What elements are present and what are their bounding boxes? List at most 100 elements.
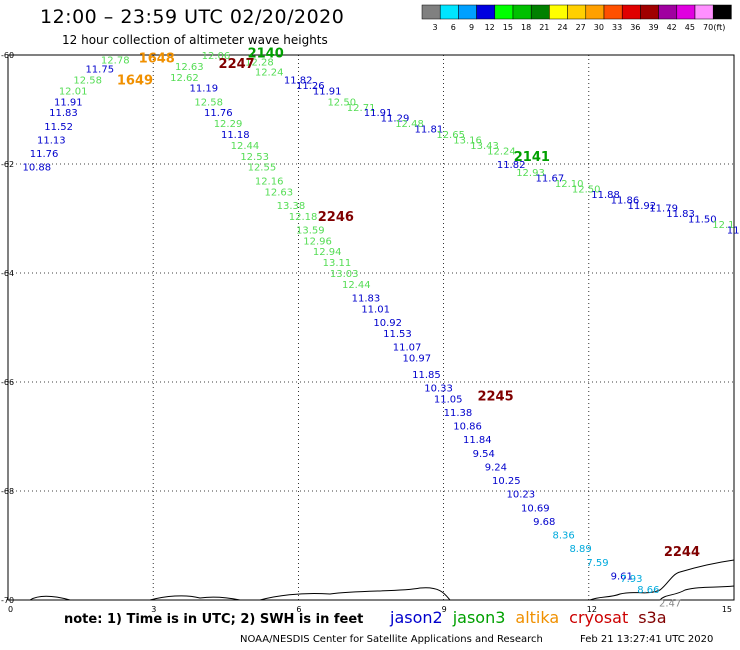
scale-label: 21: [539, 23, 549, 32]
scale-swatch: [512, 4, 532, 20]
swh-value: 12.29: [214, 119, 243, 130]
scale-swatch: [621, 4, 641, 20]
swh-value: 11.67: [536, 174, 565, 185]
swh-value: 10.33: [424, 383, 453, 394]
scale-swatch: [421, 4, 441, 20]
swh-value: 11.29: [381, 114, 410, 125]
swh-value: 12.53: [240, 152, 269, 163]
footer-credit: NOAA/NESDIS Center for Satellite Applica…: [240, 634, 543, 645]
pass-number-label: 2247: [219, 57, 255, 72]
scale-swatch: [640, 4, 659, 20]
swh-value: 12.10: [555, 179, 584, 190]
scale-swatch: [439, 4, 459, 20]
swh-value: 11.18: [221, 130, 250, 141]
swh-value: 12.58: [73, 76, 102, 87]
pass-number-label: 2140: [248, 46, 284, 61]
scale-swatch: [549, 4, 568, 20]
swh-value: 13.16: [453, 135, 482, 146]
legend-item-jason3: jason3: [452, 608, 506, 627]
scale-label: 36: [630, 23, 640, 32]
scale-label: 30: [594, 23, 604, 32]
scale-label: 24: [557, 23, 567, 32]
scale-label: 12: [485, 23, 495, 32]
scale-swatch: [530, 4, 550, 20]
swh-value: 12.28: [245, 58, 274, 69]
swh-value: 11.05: [434, 394, 463, 405]
swh-value: 12.48: [395, 119, 424, 130]
x-tick-label: 12: [587, 605, 597, 614]
axis-tick-labels: 0 3 6 9 12 15 -60 -62 -64 -66 -68 -70: [1, 51, 732, 614]
scale-swatch: [658, 4, 678, 20]
scale-unit: (ft): [713, 23, 725, 32]
swh-value: 10.69: [521, 503, 550, 514]
swh-value: 13.43: [470, 141, 499, 152]
scale-swatch: [603, 4, 623, 20]
scale-swatch: [712, 4, 732, 20]
pass-number-label: 1649: [117, 74, 153, 89]
scale-label: 27: [576, 23, 586, 32]
y-tick-label: -64: [1, 269, 14, 278]
swh-value: 8.66: [637, 585, 659, 596]
swh-value: 12.50: [327, 97, 356, 108]
scale-swatch: [458, 4, 477, 20]
swh-value: 12.06: [202, 51, 231, 62]
footer-note: note: 1) Time is in UTC; 2) SWH is in fe…: [64, 612, 364, 627]
swh-value: 11.19: [190, 84, 219, 95]
swh-value: 11.26: [296, 81, 325, 92]
swh-value: 7.93: [620, 574, 642, 585]
swh-value: 11.91: [54, 97, 83, 108]
x-tick-label: 3: [151, 605, 156, 614]
swh-value: 11.81: [415, 125, 444, 136]
scale-swatch: [494, 4, 514, 20]
swh-value: 12.78: [101, 55, 130, 66]
swh-value: 12.63: [175, 62, 204, 73]
swh-value: 9.54: [473, 449, 495, 460]
x-tick-label: 0: [8, 605, 13, 614]
swh-value: 9.24: [485, 462, 507, 473]
legend-item-jason2: jason2: [390, 608, 443, 627]
swh-value: 12.24: [487, 146, 516, 157]
scale-label: 3: [433, 23, 438, 32]
scale-label: 45: [685, 23, 695, 32]
swh-value: 12.62: [170, 73, 199, 84]
swh-value: 12.55: [248, 163, 277, 174]
swh-value: 10.92: [373, 318, 402, 329]
y-tick-label: -62: [1, 160, 14, 169]
legend-item-s3a: s3a: [638, 608, 667, 627]
swh-value: 12.1: [712, 220, 734, 231]
swh-value: 11.83: [352, 294, 381, 305]
scale-label: 6: [451, 23, 456, 32]
scale-label: 33: [612, 23, 622, 32]
x-tick-label: 9: [442, 605, 447, 614]
scale-label: 15: [503, 23, 513, 32]
scale-label: 18: [521, 23, 531, 32]
x-tick-label: 15: [722, 605, 732, 614]
swh-value: 13.38: [277, 201, 306, 212]
swh-value: 11.88: [591, 190, 620, 201]
scale-swatch: [676, 4, 696, 20]
gridlines: [8, 55, 734, 600]
swh-value: 12.58: [194, 97, 223, 108]
coastline: [29, 559, 735, 601]
swh-value: 11.86: [611, 195, 640, 206]
swh-value: 12.96: [303, 236, 332, 247]
page-subtitle: 12 hour collection of altimeter wave hei…: [62, 33, 328, 47]
swh-value: 13.11: [323, 258, 352, 269]
y-tick-label: -70: [1, 596, 14, 605]
legend-item-altika: altika: [515, 608, 560, 627]
swh-value: 8.36: [553, 531, 575, 542]
page-title: 12:00 – 23:59 UTC 02/20/2020: [40, 6, 345, 28]
swh-value: 10.97: [402, 353, 431, 364]
swh-value: 12.16: [255, 176, 284, 187]
swh-value: 12.18: [289, 212, 318, 223]
swh-value: 11.52: [44, 122, 73, 133]
scale-swatch: [585, 4, 605, 20]
swh-value: 11.83: [666, 209, 695, 220]
scale-label: 42: [667, 23, 677, 32]
scale-swatch: [476, 4, 496, 20]
swh-value: 10.88: [23, 163, 52, 174]
swh-value: 11.83: [49, 108, 78, 119]
swh-value: 12.50: [572, 185, 601, 196]
pass-number-label: 2245: [477, 390, 513, 405]
